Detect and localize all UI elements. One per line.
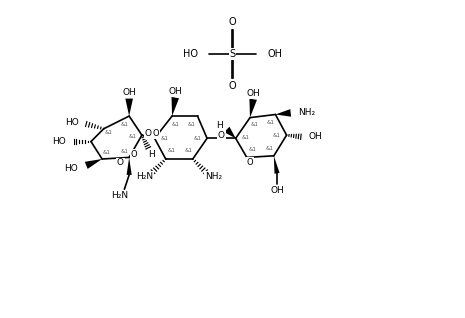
Text: &1: &1 bbox=[241, 135, 249, 140]
Text: S: S bbox=[229, 49, 236, 59]
Text: &1: &1 bbox=[161, 136, 169, 141]
Text: O: O bbox=[131, 150, 137, 159]
Polygon shape bbox=[249, 99, 257, 118]
Polygon shape bbox=[126, 157, 132, 175]
Text: O: O bbox=[229, 81, 236, 91]
Text: &1: &1 bbox=[248, 147, 256, 152]
Text: HO: HO bbox=[65, 164, 78, 173]
Text: &1: &1 bbox=[172, 122, 179, 127]
Text: &1: &1 bbox=[273, 133, 281, 138]
Text: OH: OH bbox=[122, 88, 136, 97]
Polygon shape bbox=[172, 97, 179, 116]
Text: H: H bbox=[148, 150, 155, 159]
Text: NH₂: NH₂ bbox=[205, 172, 222, 181]
Text: O: O bbox=[153, 129, 159, 138]
Text: OH: OH bbox=[270, 186, 284, 195]
Text: OH: OH bbox=[267, 49, 282, 59]
Text: &1: &1 bbox=[129, 134, 137, 139]
Text: &1: &1 bbox=[121, 149, 128, 154]
Text: O: O bbox=[117, 158, 124, 168]
Polygon shape bbox=[126, 99, 133, 116]
Text: O: O bbox=[218, 131, 225, 140]
Text: &1: &1 bbox=[187, 122, 195, 127]
Text: H₂N: H₂N bbox=[137, 172, 153, 181]
Text: HO: HO bbox=[183, 49, 198, 59]
Text: O: O bbox=[229, 17, 236, 27]
Text: H: H bbox=[216, 121, 223, 130]
Text: OH: OH bbox=[168, 87, 182, 96]
Text: &1: &1 bbox=[185, 149, 193, 154]
Text: &1: &1 bbox=[121, 122, 128, 127]
Text: HO: HO bbox=[65, 118, 79, 127]
Polygon shape bbox=[275, 109, 291, 117]
Text: &1: &1 bbox=[266, 120, 274, 125]
Text: HO: HO bbox=[53, 137, 66, 146]
Text: OH: OH bbox=[308, 132, 322, 141]
Text: H₂N: H₂N bbox=[111, 191, 128, 200]
Polygon shape bbox=[85, 159, 102, 169]
Text: &1: &1 bbox=[104, 130, 112, 135]
Text: &1: &1 bbox=[250, 122, 258, 127]
Text: NH₂: NH₂ bbox=[299, 108, 315, 117]
Text: O: O bbox=[145, 129, 152, 138]
Text: &1: &1 bbox=[265, 146, 273, 151]
Text: OH: OH bbox=[246, 89, 260, 98]
Text: O: O bbox=[246, 158, 253, 167]
Polygon shape bbox=[274, 156, 279, 174]
Text: &1: &1 bbox=[103, 150, 111, 155]
Polygon shape bbox=[224, 127, 236, 138]
Text: &1: &1 bbox=[193, 136, 201, 141]
Text: &1: &1 bbox=[168, 149, 176, 154]
